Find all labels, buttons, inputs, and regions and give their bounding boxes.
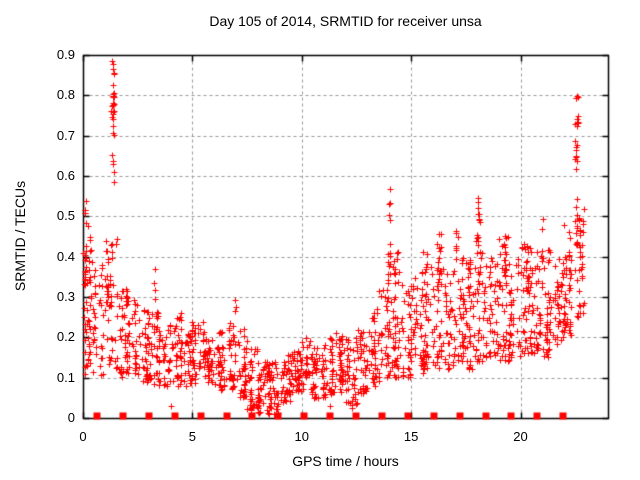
y-tick-label: 0.5 bbox=[56, 208, 75, 224]
chart-title: Day 105 of 2014, SRMTID for receiver uns… bbox=[209, 13, 482, 29]
y-tick-label: 0.7 bbox=[56, 127, 75, 143]
y-tick-label: 0.3 bbox=[56, 289, 75, 304]
x-tick-label: 5 bbox=[188, 429, 196, 444]
x-tick-label: 0 bbox=[79, 429, 87, 444]
y-tick-label: 0 bbox=[67, 410, 75, 425]
y-tick-label: 0.9 bbox=[56, 47, 75, 62]
y-tick-label: 0.2 bbox=[56, 329, 75, 345]
x-tick-label: 15 bbox=[403, 429, 419, 444]
x-axis-title: GPS time / hours bbox=[292, 453, 399, 469]
x-tick-label: 20 bbox=[513, 429, 528, 444]
y-tick-label: 0.1 bbox=[56, 369, 75, 385]
y-tick-label: 0.4 bbox=[56, 248, 75, 264]
y-tick-label: 0.8 bbox=[56, 87, 75, 103]
x-tick-label: 10 bbox=[294, 429, 309, 444]
y-axis-title: SRMTID / TECUs bbox=[12, 180, 28, 292]
y-tick-label: 0.6 bbox=[56, 168, 75, 183]
